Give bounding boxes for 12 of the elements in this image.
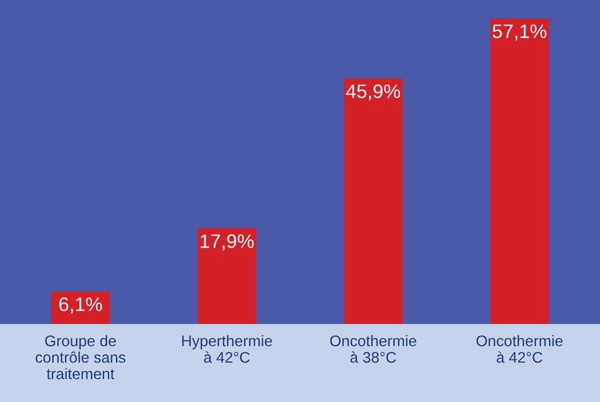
x-tick-label: Oncothermie à 38°C <box>330 335 416 363</box>
data-label: 45,9% <box>346 84 400 100</box>
bar <box>51 291 110 324</box>
data-label: 6,1% <box>59 297 102 314</box>
x-tick-label: Groupe de contrôle sans traitement <box>36 335 126 380</box>
x-tick-label: Oncothermie à 42°C <box>476 335 563 363</box>
bar <box>490 18 549 324</box>
bar <box>344 78 402 324</box>
data-label: 17,9% <box>200 234 254 250</box>
x-tick-label: Hyperthermie à 42°C <box>182 335 272 363</box>
bar <box>198 228 256 324</box>
data-label: 57,1% <box>492 24 546 40</box>
